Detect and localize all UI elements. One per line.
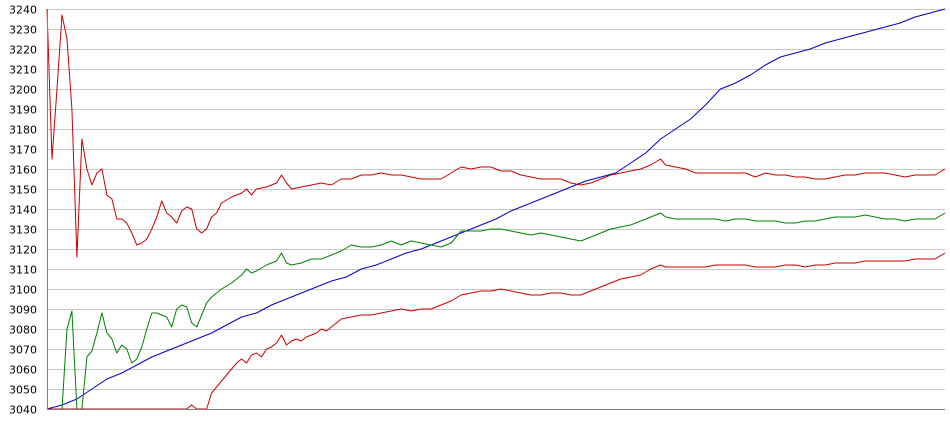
y-tick-label: 3150 — [9, 184, 37, 197]
y-tick-label: 3180 — [9, 124, 37, 137]
y-tick-label: 3100 — [9, 284, 37, 297]
y-tick-label: 3070 — [9, 344, 37, 357]
y-tick-label: 3050 — [9, 384, 37, 397]
gridlines — [47, 9, 945, 410]
y-axis-tick-labels: 3240 3230 3220 3210 3200 3190 3180 3170 3160 3150… — [9, 4, 37, 417]
y-tick-label: 3120 — [9, 244, 37, 257]
series-line-3 — [47, 212, 946, 410]
y-tick-label: 3110 — [9, 264, 37, 277]
y-tick-label: 3220 — [9, 44, 37, 57]
y-tick-label: 3170 — [9, 144, 37, 157]
series-line-4 — [47, 252, 946, 410]
y-tick-label: 3230 — [9, 24, 37, 37]
y-tick-label: 3200 — [9, 84, 37, 97]
y-tick-label: 3060 — [9, 364, 37, 377]
axes — [47, 9, 945, 410]
y-tick-label: 3190 — [9, 104, 37, 117]
series-lines — [46, 8, 946, 410]
y-tick-label: 3210 — [9, 64, 37, 77]
y-tick-label: 3140 — [9, 204, 37, 217]
y-tick-label: 3080 — [9, 324, 37, 337]
y-tick-label: 3130 — [9, 224, 37, 237]
y-tick-label: 3240 — [9, 4, 37, 17]
series-line-2 — [46, 8, 946, 258]
y-tick-label: 3090 — [9, 304, 37, 317]
y-tick-label: 3040 — [9, 404, 37, 417]
y-tick-label: 3160 — [9, 164, 37, 177]
series-line-1 — [46, 8, 946, 410]
